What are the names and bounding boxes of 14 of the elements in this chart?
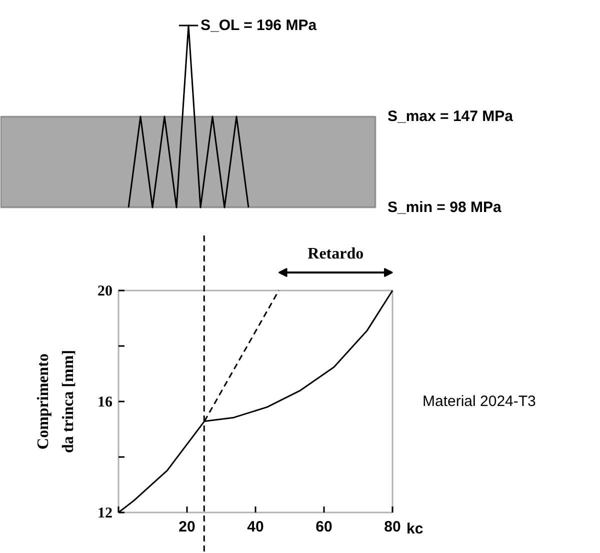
text: S_max = 147 MPa bbox=[388, 108, 514, 125]
text: Material 2024-T3 bbox=[422, 393, 536, 410]
text: S_min = 98 MPa bbox=[388, 199, 502, 216]
y-tick-label: 12 bbox=[98, 506, 112, 522]
y-tick-label: 16 bbox=[98, 394, 113, 410]
x-axis-title: kc bbox=[406, 520, 424, 538]
x-tick-label: 80 bbox=[384, 518, 401, 536]
text: Retardo bbox=[308, 246, 364, 262]
y-tick-label: 20 bbox=[98, 284, 112, 300]
x-tick-label: 40 bbox=[247, 518, 264, 536]
x-tick-label: 20 bbox=[178, 518, 196, 536]
annotation: S_OL = 196 MPa bbox=[200, 17, 318, 34]
y-axis-title: Comprimento da trinca [mm] bbox=[35, 350, 77, 454]
x-tick-label: 60 bbox=[316, 518, 332, 536]
